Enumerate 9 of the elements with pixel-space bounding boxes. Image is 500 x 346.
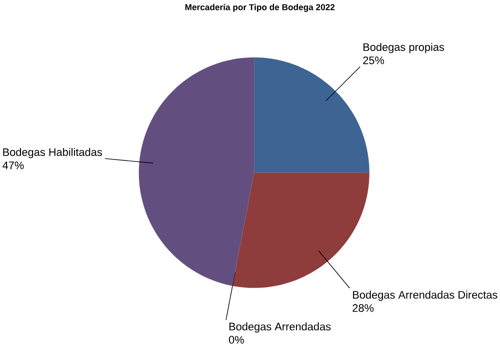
text: 0% <box>228 336 244 344</box>
chart-title: Mercadería por Tipo de Bodega 2022 <box>185 4 335 12</box>
slice-label: Bodegas Arrendadas Directas <box>353 290 498 301</box>
slice-label: Bodegas Habilitadas <box>3 148 102 158</box>
slice-label: Bodegas propias <box>363 43 444 54</box>
data-label: 47% <box>2 162 24 170</box>
data-label: 28% <box>352 304 374 312</box>
data-label: 25% <box>363 56 384 64</box>
category-label: Bodegas Arrendadas <box>229 322 331 333</box>
